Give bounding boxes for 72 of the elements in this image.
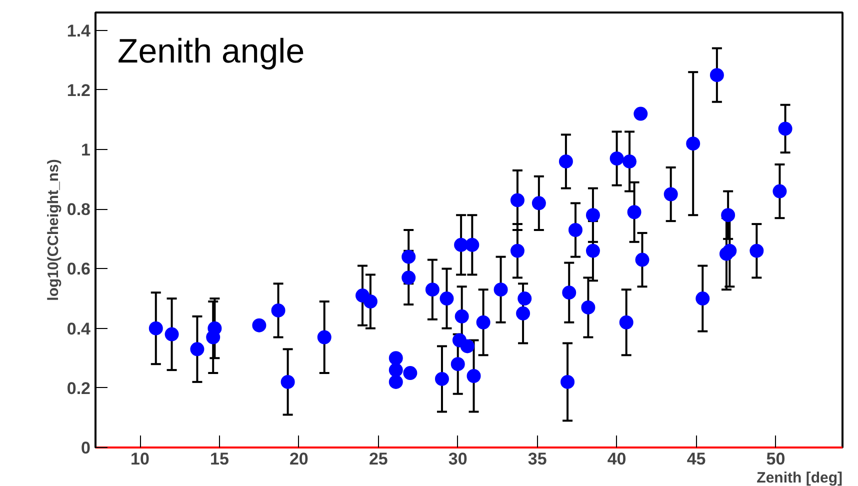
x-tick-label: 45: [686, 450, 706, 468]
point: [454, 238, 468, 252]
x-tick-label: 15: [210, 450, 229, 468]
x-tick-label: 10: [130, 450, 150, 468]
point: [434, 372, 449, 386]
point: [425, 282, 440, 297]
point: [494, 282, 508, 297]
point: [164, 327, 179, 342]
point: [388, 374, 403, 389]
point: [252, 318, 266, 332]
point: [518, 292, 532, 306]
text: Zenith angle: [118, 32, 305, 70]
point: [664, 187, 678, 202]
point: [440, 292, 454, 306]
point: [450, 357, 465, 372]
point: [722, 244, 737, 258]
point: [317, 330, 332, 344]
y-axis-title: log10(CCheight_ns): [44, 159, 62, 301]
x-axis-title: Zenith [deg]: [756, 470, 843, 486]
y-tick-label: 1.2: [66, 80, 91, 100]
x-tick-label: 50: [766, 450, 786, 468]
point: [190, 342, 204, 356]
point: [476, 315, 490, 330]
point: [402, 250, 416, 264]
point: [627, 205, 642, 220]
point: [465, 238, 480, 252]
point: [280, 374, 295, 389]
point: [610, 152, 624, 166]
x-tick-label: 35: [528, 450, 547, 468]
point: [772, 184, 787, 198]
point: [562, 286, 576, 300]
point: [586, 244, 600, 258]
point: [454, 309, 469, 324]
point: [568, 223, 582, 237]
point: [510, 244, 524, 258]
point: [148, 321, 163, 336]
y-tick-label: 0.4: [66, 319, 92, 338]
y-tick-label: 0: [81, 438, 91, 458]
x-tick-label: 20: [289, 450, 308, 468]
point: [510, 193, 524, 208]
point: [696, 292, 710, 306]
y-tick-label: 0.2: [66, 378, 91, 398]
point: [466, 369, 481, 383]
point: [516, 306, 530, 320]
point: [710, 68, 724, 82]
point: [750, 244, 764, 258]
point: [635, 252, 650, 267]
y-tick-label: 0.6: [66, 260, 91, 279]
y-tick-label: 1: [81, 140, 91, 160]
point: [271, 303, 286, 318]
x-tick-label: 40: [607, 450, 626, 468]
point: [634, 106, 648, 121]
point: [619, 315, 634, 330]
point: [581, 300, 596, 314]
point: [532, 196, 546, 210]
point: [402, 270, 416, 285]
point: [460, 339, 474, 354]
point: [558, 154, 573, 168]
y-tick-label: 0.8: [66, 200, 91, 220]
point: [778, 122, 792, 136]
point: [586, 208, 600, 222]
point: [388, 351, 403, 366]
point: [560, 374, 575, 389]
point: [686, 136, 700, 151]
y-tick-label: 1.4: [66, 21, 92, 40]
point: [622, 154, 637, 168]
point: [363, 294, 378, 308]
point: [388, 363, 403, 378]
point: [208, 321, 222, 336]
point: [403, 366, 418, 380]
x-tick-label: 25: [368, 450, 388, 468]
x-tick-label: 30: [448, 450, 468, 468]
